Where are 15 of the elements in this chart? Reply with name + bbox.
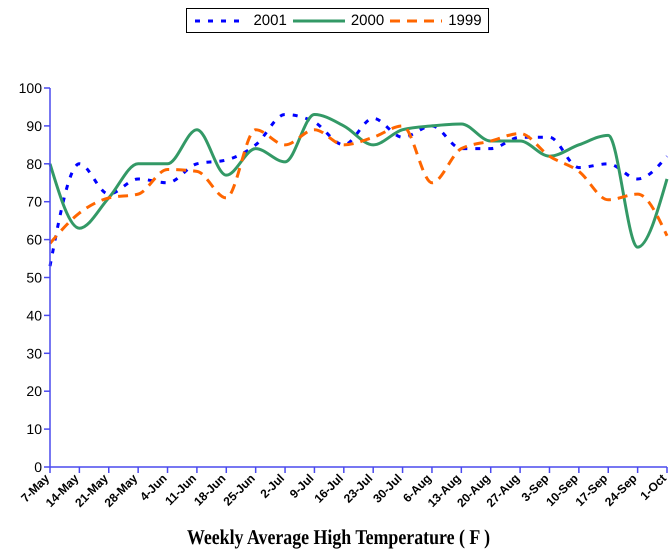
y-tick-label: 70 bbox=[26, 194, 42, 210]
y-tick-label: 80 bbox=[26, 156, 42, 172]
y-tick-label: 90 bbox=[26, 118, 42, 134]
y-tick-label: 60 bbox=[26, 232, 42, 248]
y-tick-label: 0 bbox=[34, 458, 42, 475]
legend-label: 2000 bbox=[350, 12, 384, 29]
legend-label: 2001 bbox=[253, 12, 287, 29]
x-axis-title: Weekly Average High Temperature ( F ) bbox=[186, 525, 492, 550]
y-tick-label: 20 bbox=[26, 383, 42, 400]
legend-label: 1999 bbox=[448, 12, 482, 29]
y-tick-label: 50 bbox=[26, 269, 42, 286]
y-tick-label: 100 bbox=[18, 80, 42, 96]
y-tick-label: 10 bbox=[26, 421, 42, 438]
y-tick-label: 40 bbox=[26, 307, 42, 324]
y-tick-label: 30 bbox=[26, 345, 42, 362]
